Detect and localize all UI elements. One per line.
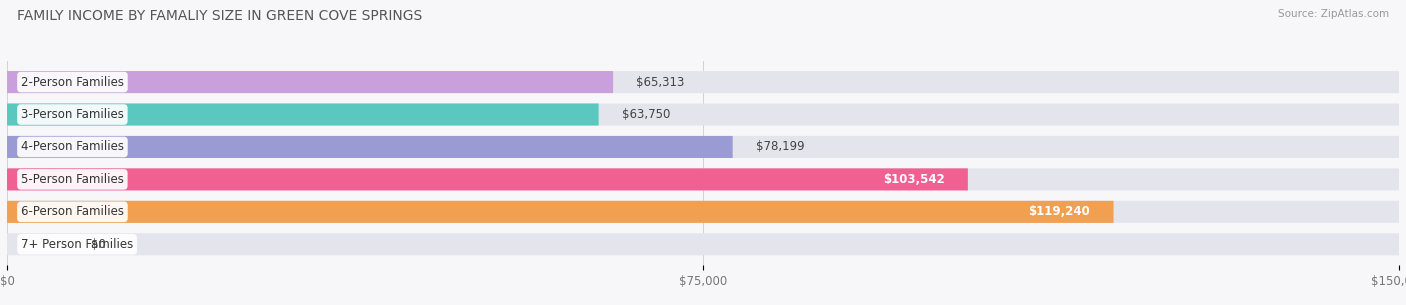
FancyBboxPatch shape [7,71,613,93]
Text: $63,750: $63,750 [621,108,671,121]
Text: 2-Person Families: 2-Person Families [21,76,124,88]
Text: $78,199: $78,199 [756,141,804,153]
Text: 3-Person Families: 3-Person Families [21,108,124,121]
FancyBboxPatch shape [7,201,1399,223]
Text: 4-Person Families: 4-Person Families [21,141,124,153]
Text: 5-Person Families: 5-Person Families [21,173,124,186]
FancyBboxPatch shape [7,103,599,126]
Text: Source: ZipAtlas.com: Source: ZipAtlas.com [1278,9,1389,19]
Text: $103,542: $103,542 [883,173,945,186]
Text: $65,313: $65,313 [637,76,685,88]
FancyBboxPatch shape [7,168,967,190]
FancyBboxPatch shape [7,71,1399,93]
FancyBboxPatch shape [7,136,1399,158]
Text: FAMILY INCOME BY FAMALIY SIZE IN GREEN COVE SPRINGS: FAMILY INCOME BY FAMALIY SIZE IN GREEN C… [17,9,422,23]
FancyBboxPatch shape [7,201,1114,223]
FancyBboxPatch shape [7,233,1399,255]
Text: 7+ Person Families: 7+ Person Families [21,238,134,251]
Text: 6-Person Families: 6-Person Families [21,205,124,218]
FancyBboxPatch shape [7,136,733,158]
Text: $119,240: $119,240 [1029,205,1090,218]
FancyBboxPatch shape [7,168,1399,190]
FancyBboxPatch shape [7,103,1399,126]
Text: $0: $0 [90,238,105,251]
